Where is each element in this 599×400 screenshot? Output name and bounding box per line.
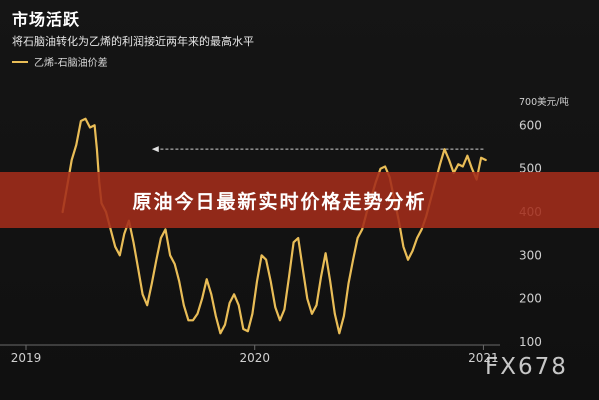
legend: 乙烯-石脑油价差	[12, 54, 108, 69]
x-tick-label: 2020	[239, 351, 270, 365]
y-tick-label: 600	[519, 118, 542, 132]
y-tick-label: 300	[519, 248, 542, 262]
annotation-arrowhead	[151, 146, 159, 153]
x-tick-label: 2019	[11, 351, 42, 365]
x-tick-label: 2021	[468, 351, 499, 365]
watermark-logo: FX678	[485, 354, 568, 380]
headline-text: 原油今日最新实时价格走势分析	[132, 190, 427, 213]
chart-title: 市场活跃	[12, 10, 81, 29]
chart-subtitle: 将石脑油转化为乙烯的利润接近两年来的最高水平	[12, 35, 254, 48]
y-tick-label: 100	[519, 335, 542, 349]
y-tick-label: 200	[519, 292, 542, 306]
y-axis-unit: 700美元/吨	[519, 97, 569, 108]
headline-banner: 原油今日最新实时价格走势分析	[0, 172, 599, 228]
legend-swatch	[12, 60, 28, 63]
legend-label: 乙烯-石脑油价差	[34, 58, 108, 69]
